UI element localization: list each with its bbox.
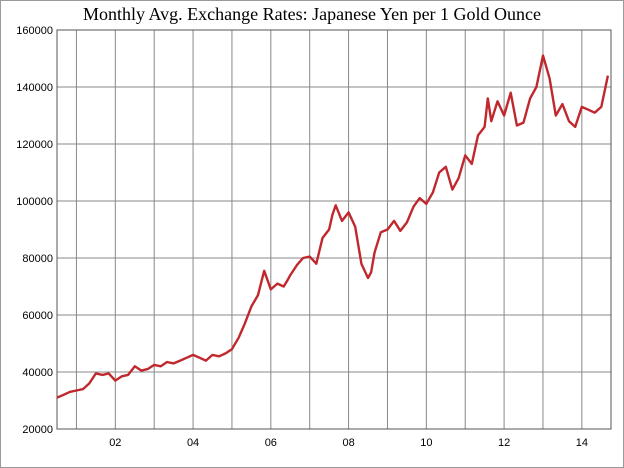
x-tick-label: 10 <box>420 437 432 449</box>
x-tick-label: 08 <box>342 437 354 449</box>
x-gridlines <box>75 30 583 429</box>
y-tick-label: 20000 <box>22 424 53 436</box>
x-tick-label: 12 <box>498 437 510 449</box>
x-tick-label: 06 <box>265 437 277 449</box>
x-tick-label: 02 <box>109 437 121 449</box>
y-tick-label: 60000 <box>22 310 53 322</box>
y-axis-tick-labels: 20000 40000 60000 80000 100000 120000 140000 16… <box>16 25 53 436</box>
x-axis-tick-labels: 02 04 06 08 10 12 14 <box>109 437 588 449</box>
plot-area <box>57 30 611 429</box>
y-tick-label: 100000 <box>16 196 53 208</box>
chart-title: Monthly Avg. Exchange Rates: Japanese Ye… <box>82 4 542 24</box>
y-tick-label: 140000 <box>16 82 53 94</box>
y-tick-label: 80000 <box>22 253 53 265</box>
series-line <box>56 54 610 399</box>
y-tick-label: 120000 <box>16 139 53 151</box>
x-tick-label: 14 <box>576 437 588 449</box>
plot-border <box>56 29 612 430</box>
y-tick-label: 160000 <box>16 25 53 37</box>
y-tick-label: 40000 <box>22 367 53 379</box>
x-tick-label: 04 <box>187 437 199 449</box>
